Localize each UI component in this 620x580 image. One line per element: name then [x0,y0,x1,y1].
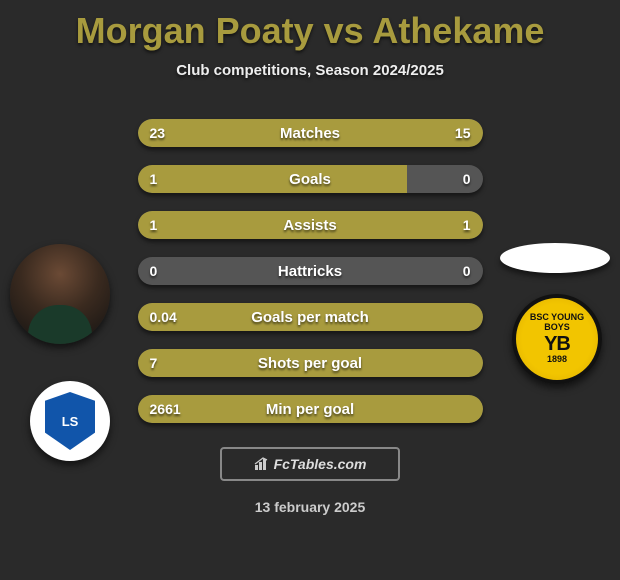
page-title: Morgan Poaty vs Athekame [0,0,620,52]
stat-value-right: 0 [463,165,471,193]
stat-track [138,211,483,239]
club-right-initials: YB [544,333,570,355]
stat-value-right: 0 [463,257,471,285]
stat-value-left: 1 [150,165,158,193]
stat-fill-left [138,165,407,193]
stat-track [138,165,483,193]
stat-row: 11Assists [138,211,483,239]
club-left-badge: LS [30,381,110,461]
player-left-photo [10,244,110,344]
stat-row: 7Shots per goal [138,349,483,377]
date-text: 13 february 2025 [0,499,620,515]
stat-row: 10Goals [138,165,483,193]
stat-value-left: 1 [150,211,158,239]
source-badge[interactable]: FcTables.com [220,447,400,481]
stat-row: 0.04Goals per match [138,303,483,331]
chart-icon [254,457,270,471]
stat-bars: 2315Matches10Goals11Assists00Hattricks0.… [138,119,483,423]
stat-row: 00Hattricks [138,257,483,285]
stat-value-right: 1 [463,211,471,239]
stat-track [138,395,483,423]
stat-value-left: 0.04 [150,303,177,331]
stat-value-left: 23 [150,119,166,147]
stat-value-right: 15 [455,119,471,147]
stat-row: 2315Matches [138,119,483,147]
stat-value-left: 7 [150,349,158,377]
stat-row: 2661Min per goal [138,395,483,423]
subtitle: Club competitions, Season 2024/2025 [0,62,620,79]
stat-track [138,119,483,147]
stat-fill-full [138,395,483,423]
stat-fill-full [138,349,483,377]
stat-track [138,257,483,285]
stat-value-left: 2661 [150,395,181,423]
stat-fill-full [138,303,483,331]
stat-value-left: 0 [150,257,158,285]
stat-track [138,303,483,331]
club-right-top-text: BSC YOUNG BOYS [516,313,598,333]
stat-fill-right [310,211,483,239]
stat-fill-left [138,119,347,147]
player-right-placeholder [500,243,610,273]
comparison-panel: LS BSC YOUNG BOYS YB 1898 2315Matches10G… [0,119,620,515]
club-left-shield: LS [45,392,95,450]
club-right-badge: BSC YOUNG BOYS YB 1898 [512,294,602,384]
source-text: FcTables.com [274,456,367,472]
stat-track [138,349,483,377]
club-right-year: 1898 [547,355,567,365]
stat-fill-left [138,211,311,239]
